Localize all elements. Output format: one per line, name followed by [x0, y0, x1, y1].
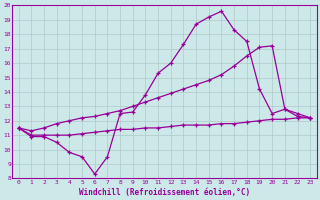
- X-axis label: Windchill (Refroidissement éolien,°C): Windchill (Refroidissement éolien,°C): [79, 188, 250, 197]
